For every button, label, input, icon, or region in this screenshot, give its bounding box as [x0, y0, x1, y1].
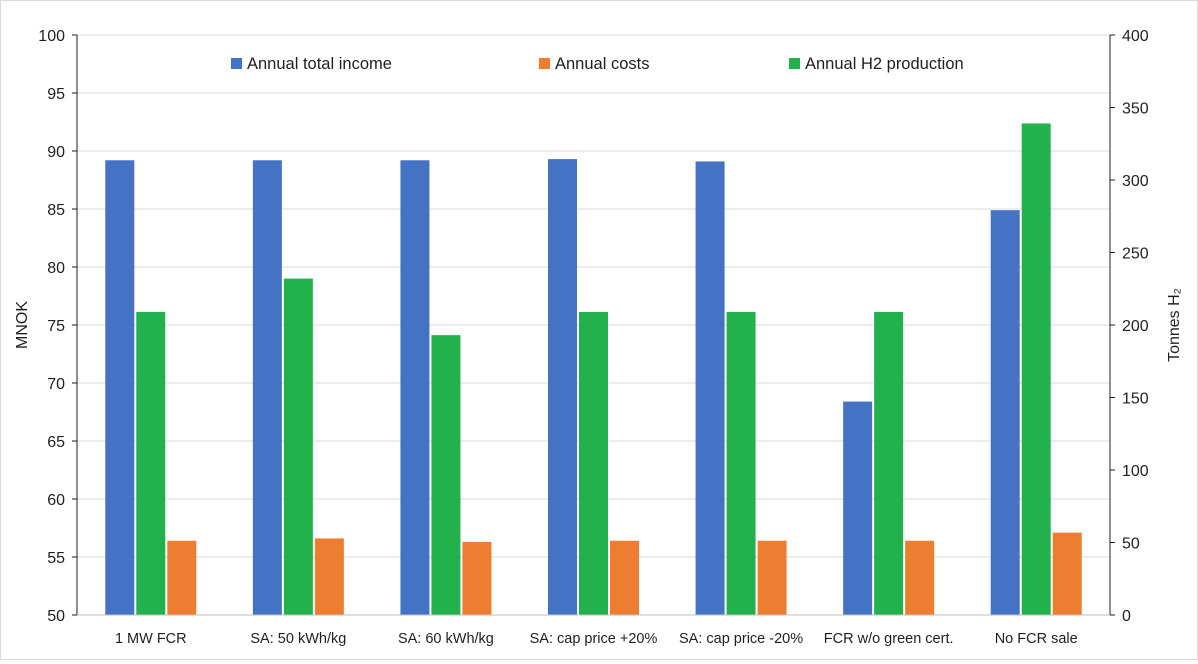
axes: 50 55 60 65 70 75 80 85 90 95 100 0 50 100 150 200 250 30…	[14, 28, 1183, 647]
y-tick-label: 70	[47, 376, 65, 393]
bar-annual-h2-production	[283, 278, 313, 615]
x-category-label: SA: cap price -20%	[679, 631, 803, 647]
legend-entry: Annual H2 production	[789, 55, 964, 73]
bar-annual-total-income	[252, 160, 282, 615]
y-tick-label: 80	[47, 260, 65, 277]
y-tick-label: 65	[47, 434, 65, 451]
y-tick-label: 100	[38, 28, 65, 45]
bar-annual-total-income	[548, 159, 577, 615]
bar-annual-costs	[1052, 532, 1082, 615]
bar-annual-costs	[314, 538, 344, 615]
bar-annual-h2-production	[874, 311, 904, 615]
bar-annual-costs	[462, 541, 492, 615]
y-axis-title: MNOK	[14, 301, 31, 349]
y2-tick-label: 50	[1122, 536, 1140, 553]
y2-tick-label: 100	[1122, 463, 1149, 480]
bar-annual-h2-production	[579, 311, 608, 615]
legend-swatch	[539, 58, 550, 69]
bar-annual-total-income	[400, 160, 430, 615]
y2-tick-label: 150	[1122, 391, 1149, 408]
bar-annual-costs	[610, 540, 639, 615]
y2-tick-label: 250	[1122, 246, 1149, 263]
bar-annual-h2-production	[136, 311, 166, 615]
legend-entry: Annual costs	[539, 55, 649, 73]
y-tick-label: 60	[47, 492, 65, 509]
bars	[105, 123, 1082, 615]
y2-tick-label: 300	[1122, 173, 1149, 190]
x-category-label: FCR w/o green cert.	[824, 631, 954, 647]
bar-annual-total-income	[695, 161, 725, 615]
bar-annual-costs	[757, 540, 787, 615]
legend-swatch	[789, 58, 800, 69]
y2-tick-label: 0	[1122, 608, 1131, 625]
legend-entry: Annual total income	[231, 55, 392, 73]
bar-annual-total-income	[105, 160, 135, 615]
bar-annual-h2-production	[1021, 123, 1051, 615]
legend-label: Annual costs	[555, 55, 649, 73]
legend-label: Annual H2 production	[805, 55, 964, 73]
bar-annual-h2-production	[431, 335, 461, 615]
legend: Annual total income Annual costs Annual H2…	[231, 55, 964, 73]
x-category-label: SA: cap price +20%	[530, 631, 658, 647]
bar-annual-costs	[167, 540, 197, 615]
y-tick-label: 50	[47, 608, 65, 625]
bar-annual-h2-production	[726, 311, 756, 615]
y2-tick-label: 200	[1122, 318, 1149, 335]
bar-annual-total-income	[990, 210, 1020, 615]
y-tick-label: 90	[47, 144, 65, 161]
y-tick-label: 75	[47, 318, 65, 335]
bar-annual-costs	[905, 540, 935, 615]
legend-label: Annual total income	[247, 55, 392, 73]
y-tick-label: 85	[47, 202, 65, 219]
x-category-label: No FCR sale	[995, 631, 1078, 647]
x-category-label: 1 MW FCR	[115, 631, 187, 647]
legend-swatch	[231, 58, 242, 69]
y-tick-label: 95	[47, 86, 65, 103]
y2-tick-label: 400	[1122, 28, 1149, 45]
y-tick-label: 55	[47, 550, 65, 567]
y2-axis-title: Tonnes H₂	[1166, 288, 1183, 362]
bar-annual-total-income	[843, 401, 873, 615]
x-category-label: SA: 50 kWh/kg	[250, 631, 346, 647]
y2-tick-label: 350	[1122, 101, 1149, 118]
x-category-label: SA: 60 kWh/kg	[398, 631, 494, 647]
